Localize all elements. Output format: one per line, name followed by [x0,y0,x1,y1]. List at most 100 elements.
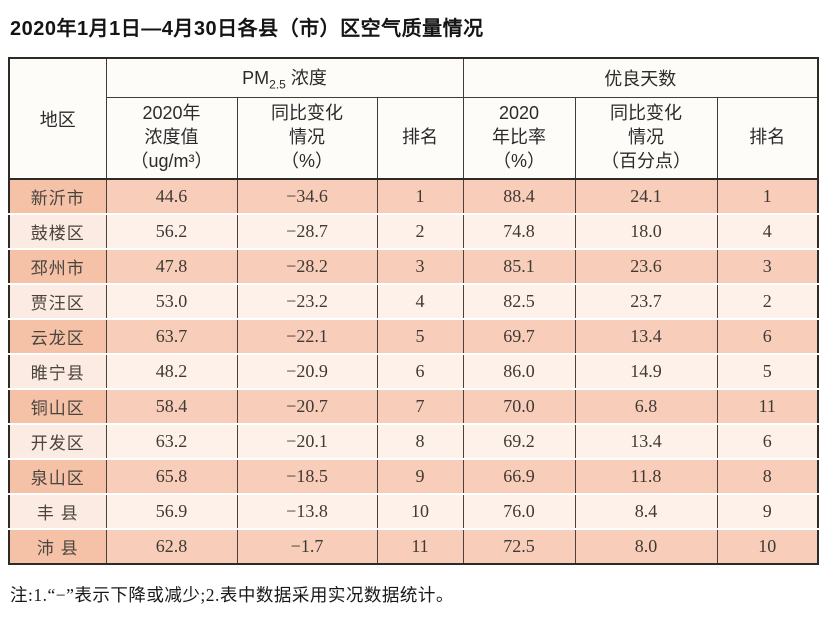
region-cell: 丰 县 [9,493,106,529]
value-cell: 88.4 [462,178,576,214]
value-cell: 62.8 [105,528,237,564]
column-header-ratio-change: 同比变化 情况 （百分点） [574,97,718,180]
table-row: 沛 县 62.8 −1.7 11 72.5 8.0 10 [9,528,819,564]
value-cell: 6 [716,423,819,459]
value-cell: 11 [716,388,819,424]
value-cell: 6.8 [574,388,718,424]
table-row: 泉山区 65.8 −18.5 9 66.9 11.8 8 [9,458,819,494]
value-cell: 3 [716,248,819,284]
region-cell: 鼓楼区 [9,213,106,249]
value-cell: 69.7 [462,318,576,354]
value-cell: 14.9 [574,353,718,389]
value-cell: 1 [376,178,464,214]
value-cell: −23.2 [236,283,377,319]
table-row: 开发区 63.2 −20.1 8 69.2 13.4 6 [9,423,819,459]
value-cell: −20.1 [236,423,377,459]
value-cell: 8 [716,458,819,494]
value-cell: 8.0 [574,528,718,564]
table-row: 丰 县 56.9 −13.8 10 76.0 8.4 9 [9,493,819,529]
region-cell: 沛 县 [9,528,106,564]
value-cell: −22.1 [236,318,377,354]
value-cell: 8.4 [574,493,718,529]
value-cell: 11.8 [574,458,718,494]
page-title: 2020年1月1日—4月30日各县（市）区空气质量情况 [10,18,484,40]
column-header-pm-2020-value: 2020年 浓度值 （ug/m³） [105,97,237,180]
value-cell: 7 [376,388,464,424]
table-row: 新沂市 44.6 −34.6 1 88.4 24.1 1 [9,178,819,214]
region-cell: 新沂市 [9,178,106,214]
value-cell: 10 [376,493,464,529]
value-cell: 6 [376,353,464,389]
column-header-region: 地区 [9,58,106,180]
value-cell: 76.0 [462,493,576,529]
header-group-row: 地区 PM2.5 浓度 优良天数 [9,58,819,180]
column-header-ratio-rank: 排名 [716,97,819,180]
value-cell: 66.9 [462,458,576,494]
value-cell: 23.6 [574,248,718,284]
value-cell: 4 [716,213,819,249]
value-cell: 24.1 [574,178,718,214]
table-row: 云龙区 63.7 −22.1 5 69.7 13.4 6 [9,318,819,354]
value-cell: 85.1 [462,248,576,284]
value-cell: 47.8 [105,248,237,284]
value-cell: 82.5 [462,283,576,319]
table-row: 睢宁县 48.2 −20.9 6 86.0 14.9 5 [9,353,819,389]
value-cell: −1.7 [236,528,377,564]
value-cell: 44.6 [105,178,237,214]
value-cell: 63.7 [105,318,237,354]
value-cell: −28.7 [236,213,377,249]
value-cell: 70.0 [462,388,576,424]
pm25-suffix: 浓度 [285,68,327,89]
value-cell: 9 [376,458,464,494]
value-cell: 9 [716,493,819,529]
column-header-pm-rank: 排名 [376,97,464,180]
value-cell: 2 [716,283,819,319]
header-sub-row: 2020年 浓度值 （ug/m³） 同比变化 情况 （%） 排名 2020 年比… [9,97,819,180]
region-cell: 云龙区 [9,318,106,354]
table-row: 鼓楼区 56.2 −28.7 2 74.8 18.0 4 [9,213,819,249]
value-cell: −20.7 [236,388,377,424]
value-cell: 74.8 [462,213,576,249]
value-cell: 10 [716,528,819,564]
value-cell: 72.5 [462,528,576,564]
column-group-pm25: PM2.5 浓度 [105,58,464,98]
region-cell: 铜山区 [9,388,106,424]
value-cell: 5 [376,318,464,354]
pm25-prefix: PM [242,68,270,89]
value-cell: 56.2 [105,213,237,249]
region-cell: 泉山区 [9,458,106,494]
footnote: 注:1.“−”表示下降或减少;2.表中数据采用实况数据统计。 [10,585,454,605]
value-cell: 3 [376,248,464,284]
table-row: 铜山区 58.4 −20.7 7 70.0 6.8 11 [9,388,819,424]
table-header: 地区 PM2.5 浓度 优良天数 2020年 浓度值 （ug/m³） 同比变化 … [9,58,819,180]
value-cell: 56.9 [105,493,237,529]
value-cell: 86.0 [462,353,576,389]
value-cell: −18.5 [236,458,377,494]
value-cell: 5 [716,353,819,389]
value-cell: 2 [376,213,464,249]
value-cell: 23.7 [574,283,718,319]
value-cell: −34.6 [236,178,377,214]
value-cell: 18.0 [574,213,718,249]
value-cell: 53.0 [105,283,237,319]
region-cell: 邳州市 [9,248,106,284]
column-header-pm-change: 同比变化 情况 （%） [236,97,377,180]
value-cell: −28.2 [236,248,377,284]
table-row: 贾汪区 53.0 −23.2 4 82.5 23.7 2 [9,283,819,319]
value-cell: −13.8 [236,493,377,529]
region-cell: 开发区 [9,423,106,459]
column-group-good-days: 优良天数 [462,58,819,98]
value-cell: 48.2 [105,353,237,389]
value-cell: 8 [376,423,464,459]
value-cell: 65.8 [105,458,237,494]
value-cell: 69.2 [462,423,576,459]
value-cell: 13.4 [574,318,718,354]
table-row: 邳州市 47.8 −28.2 3 85.1 23.6 3 [9,248,819,284]
page: 2020年1月1日—4月30日各县（市）区空气质量情况 地区 PM2.5 浓度 … [8,18,820,605]
value-cell: −20.9 [236,353,377,389]
region-cell: 睢宁县 [9,353,106,389]
pm25-subscript: 2.5 [269,77,286,92]
value-cell: 6 [716,318,819,354]
value-cell: 13.4 [574,423,718,459]
value-cell: 1 [716,178,819,214]
